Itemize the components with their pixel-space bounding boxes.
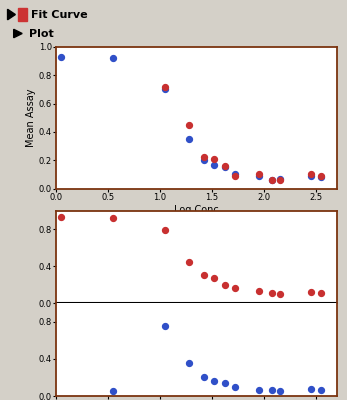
Text: Fit Curve: Fit Curve [31,10,88,20]
Point [59,214,64,220]
Point [318,290,324,296]
Point [256,173,262,179]
Point [270,177,275,183]
Text: Plot: Plot [29,28,54,38]
Point [277,176,282,182]
Point [318,386,324,393]
Point [211,156,217,162]
Point [201,374,206,381]
Point [222,380,227,386]
Point [222,282,227,288]
Point [232,171,238,178]
Point [308,173,314,179]
Point [232,173,238,179]
Polygon shape [8,9,15,20]
X-axis label: Log Conc: Log Conc [174,204,219,214]
Point [111,388,116,394]
Point [256,288,262,294]
Point [270,177,275,183]
Point [211,378,217,384]
Bar [18,8,27,21]
Point [256,171,262,178]
Point [201,154,206,161]
Point [162,227,168,233]
Point [162,84,168,90]
Point [211,275,217,282]
Point [277,177,282,183]
Point [232,384,238,390]
Point [308,385,314,392]
Point [201,157,206,164]
Point [59,54,64,60]
Point [111,215,116,221]
Point [186,122,192,128]
Point [270,290,275,296]
Point [318,173,324,179]
Point [318,174,324,180]
Point [211,161,217,168]
Point [308,171,314,178]
Point [201,272,206,279]
Y-axis label: Mean Assay: Mean Assay [26,88,36,147]
Polygon shape [14,29,22,38]
Point [232,285,238,292]
Point [277,388,282,394]
Point [186,360,192,366]
Point [162,322,168,329]
Point [222,163,227,169]
Point [162,86,168,93]
Point [256,386,262,393]
Point [277,291,282,297]
Point [222,164,227,170]
Point [186,136,192,142]
Point [111,55,116,62]
Point [270,387,275,394]
Point [308,289,314,295]
Point [186,259,192,266]
